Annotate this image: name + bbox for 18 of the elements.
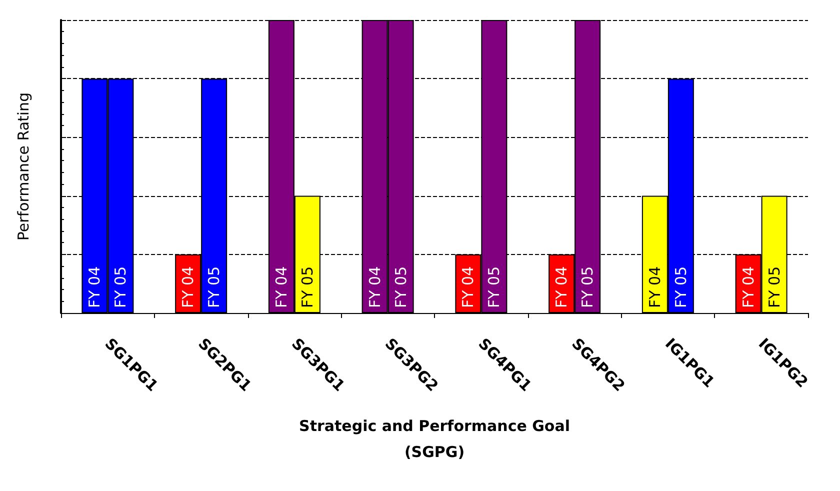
text: FY 05 <box>298 266 316 308</box>
text: FY 05 <box>392 266 410 308</box>
text: FY 05 <box>485 266 504 308</box>
text: FY 05 <box>205 266 224 308</box>
text: FY 05 <box>672 266 690 308</box>
text: FY 04 <box>272 266 290 308</box>
text: FY 04 <box>179 266 198 308</box>
x-axis-title: Strategic and Performance Goal (SGPG) <box>299 417 570 461</box>
legend-label: FY 04 <box>86 266 104 308</box>
series-label: FY 05 <box>112 266 130 308</box>
text: FY 04 <box>552 266 571 308</box>
y-axis-title: Performance Rating <box>14 92 32 241</box>
text: FY 04 <box>366 266 384 308</box>
text: FY 05 <box>765 266 784 308</box>
text: FY 04 <box>646 266 664 308</box>
text: FY 05 <box>578 266 597 308</box>
text: FY 04 <box>739 266 758 308</box>
text: FY 04 <box>459 266 478 308</box>
